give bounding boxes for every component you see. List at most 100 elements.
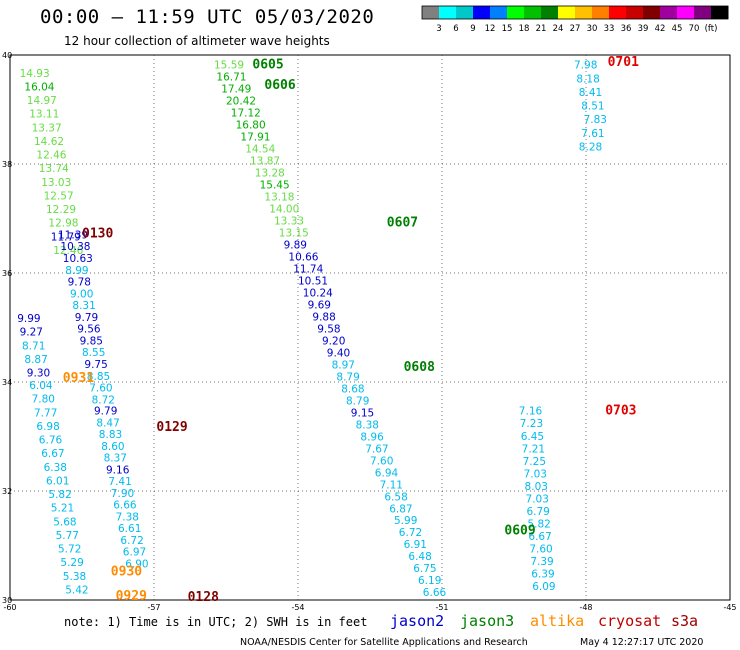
wave-height-value: 5.72: [58, 544, 81, 556]
wave-height-value: 7.60: [370, 455, 393, 467]
lat-tick-label: 36: [2, 269, 12, 278]
wave-height-value: 8.97: [332, 359, 355, 371]
wave-height-value: 8.96: [360, 431, 384, 443]
wave-height-value: 6.91: [404, 539, 427, 551]
colorbar-swatch: [694, 6, 712, 19]
wave-height-value: 13.37: [32, 122, 62, 134]
colorbar-label: 27: [570, 24, 581, 34]
wave-height-value: 10.63: [63, 253, 93, 265]
lon-tick-label: -57: [147, 603, 160, 612]
wave-height-value: 6.48: [408, 551, 431, 563]
wave-height-value: 15.45: [260, 180, 290, 192]
wave-height-value: 9.40: [327, 347, 350, 359]
wave-height-value: 6.79: [526, 506, 549, 518]
wave-height-value: 9.79: [94, 406, 117, 418]
colorbar-label: 21: [536, 24, 547, 34]
colorbar-swatch: [643, 6, 661, 19]
wave-height-value: 8.79: [346, 395, 369, 407]
wave-height-value: 12.46: [36, 150, 66, 162]
wave-height-value: 7.03: [524, 468, 547, 480]
wave-height-value: 8.87: [24, 354, 47, 366]
wave-height-value: 9.78: [68, 277, 91, 289]
colorbar-swatch: [558, 6, 576, 19]
wave-height-value: 9.99: [17, 313, 40, 325]
pass-time-label: 0701: [608, 55, 639, 70]
satellite-track-3: 9.99 9.278.71 8.87 9.306.04 7.807.77 6.98 6.76…: [17, 313, 88, 596]
wave-height-value: 7.03: [526, 493, 549, 505]
wave-height-value: 6.39: [531, 569, 554, 581]
wave-height-value: 16.04: [24, 81, 54, 93]
lon-tick-label: -51: [435, 603, 448, 612]
colorbar-label: 6: [453, 24, 458, 34]
wave-height-value: 5.77: [56, 530, 79, 542]
wave-height-value: 14.93: [20, 68, 50, 80]
colorbar-label: 70: [689, 24, 700, 34]
wave-height-value: 9.79: [75, 312, 98, 324]
colorbar-border: [421, 5, 729, 20]
wave-height-value: 5.29: [60, 557, 83, 569]
colorbar-label: 45: [672, 24, 683, 34]
pass-time-label: 0609: [504, 524, 535, 539]
pass-time-label: 0608: [404, 360, 435, 375]
wave-height-value: 8.31: [72, 300, 95, 312]
wave-height-value: 13.11: [29, 109, 59, 121]
wave-height-value: 10.38: [60, 241, 90, 253]
wave-height-value: 8.71: [22, 340, 45, 352]
wave-height-value: 17.91: [240, 132, 270, 144]
wave-height-value: 5.82: [527, 519, 550, 531]
wave-height-value: 7.11: [380, 479, 403, 491]
wave-height-value: 6.61: [118, 523, 141, 535]
wave-height-value: 7.61: [581, 128, 604, 140]
wave-height-value: 5.42: [65, 584, 88, 596]
wave-height-value: 5.38: [63, 571, 86, 583]
wave-height-value: 7.16: [519, 406, 543, 418]
lat-tick-label: 30: [2, 596, 12, 605]
pass-time-label: 0607: [387, 216, 418, 231]
wave-height-value: 6.75: [413, 563, 436, 575]
colorbar-swatch: [575, 6, 593, 19]
wave-height-value: 5.68: [53, 516, 76, 528]
wave-height-value: 6.09: [532, 581, 555, 593]
wave-height-value: 17.49: [221, 84, 251, 96]
wave-height-value: 6.04: [29, 380, 53, 392]
satellite-track-6: 7.988.18 8.41 8.517.83 7.618.28: [574, 60, 607, 154]
wave-height-value: 7.25: [523, 456, 546, 468]
colorbar-label: 39: [638, 24, 649, 34]
wave-height-value: 5.21: [51, 503, 74, 515]
wave-height-value: 8.51: [581, 101, 604, 113]
wave-height-value: 6.01: [46, 475, 69, 487]
plot-frame: [9, 54, 731, 601]
pass-time-label: 0606: [264, 78, 295, 93]
lat-tick-label: 38: [2, 160, 12, 169]
wave-height-value: 6.67: [41, 448, 64, 460]
wave-height-value: 15.59: [214, 60, 244, 72]
lon-tick-label: -60: [3, 603, 16, 612]
colorbar: 3 6 9 12 15 18 21 24 27 30 33 36 39 42 45 70 (ft): [421, 5, 729, 34]
lat-tick-label: 34: [2, 378, 12, 387]
wave-height-value: 9.85: [80, 335, 103, 347]
wave-height-value: 7.39: [530, 556, 553, 568]
wave-height-value: 20.42: [226, 96, 256, 108]
wave-height-value: 8.03: [525, 481, 548, 493]
lat-tick-label: 40: [2, 51, 12, 60]
lon-tick-label: -48: [579, 603, 592, 612]
wave-height-value: 7.38: [116, 511, 139, 523]
wave-height-value: 7.41: [108, 476, 131, 488]
wave-height-value: 6.66: [423, 587, 447, 599]
colorbar-label: 33: [604, 24, 615, 34]
wave-height-value: 8.72: [92, 394, 115, 406]
pass-time-label: 0930: [111, 564, 142, 579]
pass-time-label: 0703: [605, 404, 636, 419]
wave-height-value: 6.38: [44, 462, 67, 474]
wave-height-value: 13.87: [250, 156, 280, 168]
wave-height-value: 10.24: [303, 287, 333, 299]
wave-height-value: 13.15: [279, 227, 309, 239]
wave-height-value: 7.80: [32, 394, 55, 406]
wave-height-value: 11.74: [293, 263, 323, 275]
lon-tick-label: -45: [723, 603, 736, 612]
wave-height-value: 8.38: [356, 419, 379, 431]
pass-time-label: 0931: [63, 371, 94, 386]
colorbar-swatch: [660, 6, 678, 19]
colorbar-swatch: [456, 6, 474, 19]
